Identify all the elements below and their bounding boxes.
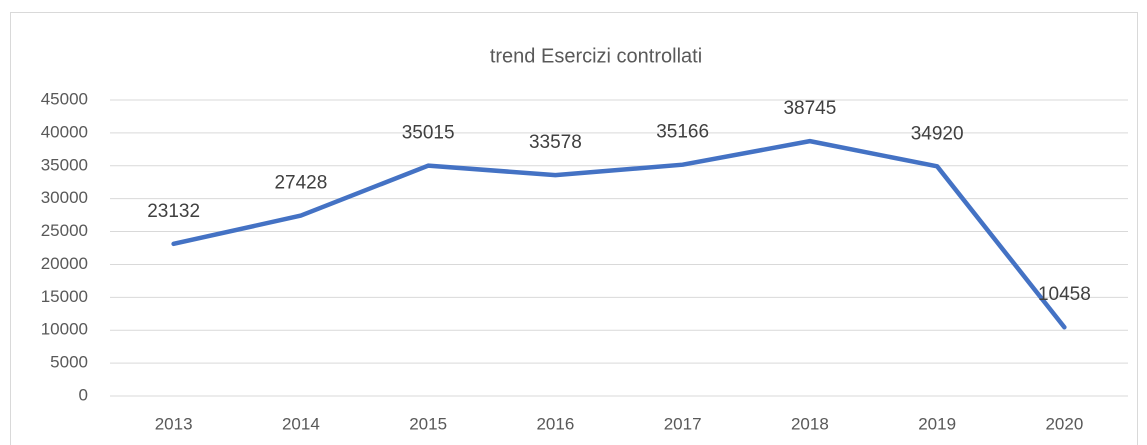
y-tick-label: 10000	[41, 320, 88, 339]
x-tick-label: 2015	[409, 414, 447, 433]
y-tick-label: 45000	[41, 89, 88, 108]
y-tick-label: 20000	[41, 254, 88, 273]
y-tick-label: 5000	[50, 353, 88, 372]
y-tick-label: 15000	[41, 287, 88, 306]
data-label: 27428	[274, 173, 327, 194]
chart-frame	[10, 12, 1138, 445]
y-tick-label: 35000	[41, 155, 88, 174]
x-tick-label: 2013	[155, 414, 193, 433]
y-tick-label: 30000	[41, 188, 88, 207]
x-tick-label: 2019	[918, 414, 956, 433]
x-tick-label: 2014	[282, 414, 320, 433]
line	[171, 138, 1067, 330]
data-label: 34920	[911, 123, 964, 144]
chart-title: trend Esercizi controllati	[490, 45, 702, 67]
x-tick-label: 2016	[536, 414, 574, 433]
x-tick-label: 2018	[791, 414, 829, 433]
y-tick-label: 25000	[41, 221, 88, 240]
x-tick-label: 2017	[664, 414, 702, 433]
data-label: 35166	[656, 122, 709, 143]
data-label: 10458	[1038, 284, 1091, 305]
data-label: 33578	[529, 132, 582, 153]
data-label: 35015	[402, 123, 455, 144]
data-label: 23132	[147, 201, 200, 222]
y-tick-label: 40000	[41, 122, 88, 141]
x-tick-label: 2020	[1045, 414, 1083, 433]
data-label: 38745	[783, 98, 836, 119]
y-tick-label: 0	[79, 385, 88, 404]
